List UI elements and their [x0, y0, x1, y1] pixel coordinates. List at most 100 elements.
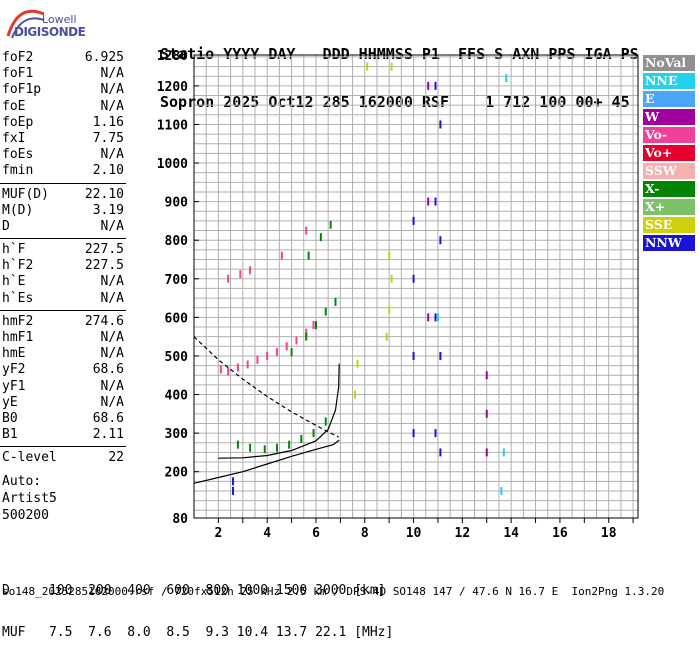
- echo-point-x-: [307, 251, 310, 260]
- param-name: foF2: [2, 50, 34, 65]
- echo-point-vo-: [256, 355, 259, 364]
- echo-point-nnw: [412, 351, 415, 360]
- param-value: N/A: [100, 274, 124, 290]
- param-name: M(D): [2, 202, 34, 218]
- param-row: MUF(D) 22.10: [0, 187, 126, 203]
- param-row: foF2 6.925: [0, 50, 126, 66]
- echo-point-sse: [390, 62, 393, 71]
- echo-point-vo-: [249, 266, 252, 275]
- echo-point-nnw: [232, 477, 235, 486]
- header-values: Sopron 2025 Oct12 285 162000 RSF 1 712 1…: [160, 93, 630, 111]
- param-row: h`Es N/A: [0, 291, 126, 307]
- y-tick-label: 1000: [157, 157, 188, 172]
- echo-point-vo-: [219, 365, 222, 374]
- echo-point-nnw: [439, 120, 442, 129]
- muf-frequency-row: MUF 7.5 7.6 8.0 8.5 9.3 10.4 13.7 22.1 […: [2, 625, 394, 640]
- param-name: foE: [2, 98, 26, 114]
- auto-version: 500200: [2, 508, 49, 523]
- legend-item: NNW: [643, 235, 695, 251]
- echo-point-x-: [312, 429, 315, 438]
- echo-point-vo-: [285, 342, 288, 351]
- param-name: h`Es: [2, 290, 34, 306]
- y-tick-label: 1280: [157, 49, 188, 64]
- lowell-digisonde-logo: Lowell DIGISONDE: [4, 6, 86, 40]
- ionogram-chart: 80 200 300 400 500 600 700 800 900 1000 1100 1200 12…: [157, 49, 639, 541]
- param-value: 227.5: [84, 242, 124, 258]
- echo-point-nnw: [439, 448, 442, 457]
- echo-point-vo-: [239, 270, 242, 279]
- param-row: h`E N/A: [0, 274, 126, 290]
- param-value: 2.11: [92, 427, 124, 443]
- param-name: C-level: [2, 450, 57, 466]
- param-value: 274.6: [84, 313, 124, 329]
- param-value: 7.75: [92, 130, 124, 146]
- y-tick-label: 900: [165, 196, 189, 211]
- param-value: N/A: [100, 330, 124, 345]
- param-divider: [0, 309, 126, 311]
- echo-point-x-: [334, 297, 337, 306]
- auto-software: Artist5: [2, 491, 57, 506]
- param-value: N/A: [100, 66, 124, 82]
- param-row: foEp 1.16: [0, 115, 126, 131]
- echo-point-nnw: [434, 429, 437, 438]
- echo-point-vo-: [280, 251, 283, 260]
- param-name: h`E: [2, 274, 26, 290]
- y-tick-label: 400: [165, 389, 189, 404]
- param-value: 2.10: [92, 163, 124, 179]
- param-name: h`F: [2, 242, 26, 258]
- param-row: foF1p N/A: [0, 82, 126, 98]
- echo-point-sse: [366, 62, 369, 71]
- echo-point-vo-: [227, 274, 230, 283]
- legend-item: SSE: [643, 217, 695, 233]
- legend-item: X-: [643, 181, 695, 197]
- y-tick-label: 1200: [157, 80, 188, 95]
- echo-point-nnw: [232, 486, 235, 495]
- param-name: B0: [2, 410, 18, 426]
- echo-point-vo-: [246, 360, 249, 369]
- legend-item: NoVal: [643, 55, 695, 71]
- echo-point-x-: [288, 440, 291, 449]
- param-value: N/A: [100, 394, 124, 410]
- legend-item: NNE: [643, 73, 695, 89]
- param-value: 3.19: [92, 202, 124, 218]
- auto-label: Auto:: [2, 474, 42, 489]
- param-row: foEs N/A: [0, 147, 126, 163]
- x-tick-label: 18: [601, 526, 617, 541]
- echo-point-x-: [324, 307, 327, 316]
- x-tick-label: 8: [361, 526, 369, 541]
- polarization-legend: NoVal NNE E W Vo- Vo+ SSW X- X+ SSE NNW: [643, 55, 695, 253]
- y-tick-label: 200: [165, 466, 189, 481]
- echo-point-vo-: [305, 226, 308, 235]
- echo-point-x-: [329, 220, 332, 229]
- echo-point-x-: [275, 443, 278, 452]
- param-value: 22: [108, 450, 124, 466]
- echo-point-w: [485, 409, 488, 418]
- param-value: N/A: [100, 98, 124, 114]
- logo-swoosh-icon: [6, 9, 45, 39]
- echo-point-nnw: [439, 236, 442, 245]
- param-value: N/A: [100, 378, 124, 394]
- echo-point-w: [485, 371, 488, 380]
- echo-point-vo-: [312, 321, 315, 330]
- param-row: foF1 N/A: [0, 66, 126, 82]
- echo-point-x-: [249, 443, 252, 452]
- echo-point-x-: [319, 233, 322, 242]
- param-row: B0 68.6: [0, 411, 126, 427]
- param-row: hmF2 274.6: [0, 314, 126, 330]
- file-info: so148_2025285162000.rsf / 720fx512h 25 k…: [2, 585, 665, 598]
- param-value: 227.5: [84, 258, 124, 274]
- logo-line2: DIGISONDE: [14, 25, 86, 39]
- profile-curve: [193, 439, 340, 484]
- x-tick-label: 2: [214, 526, 222, 541]
- legend-item: X+: [643, 199, 695, 215]
- scaled-parameters-panel: foF2 6.925 foF1 N/A foF1p N/A foE N/A foEp 1.16 fx…: [0, 50, 126, 467]
- param-name: yE: [2, 394, 18, 410]
- muf-table: D 100 200 400 600 800 1000 1500 3000 [km…: [2, 556, 393, 654]
- param-row: h`F2 227.5: [0, 258, 126, 274]
- y-tick-label: 1100: [157, 118, 188, 133]
- param-row: hmE N/A: [0, 346, 126, 362]
- param-divider: [0, 238, 126, 240]
- echo-point-sse: [390, 274, 393, 283]
- x-tick-label: 10: [406, 526, 422, 541]
- echo-point-vo-: [236, 363, 239, 372]
